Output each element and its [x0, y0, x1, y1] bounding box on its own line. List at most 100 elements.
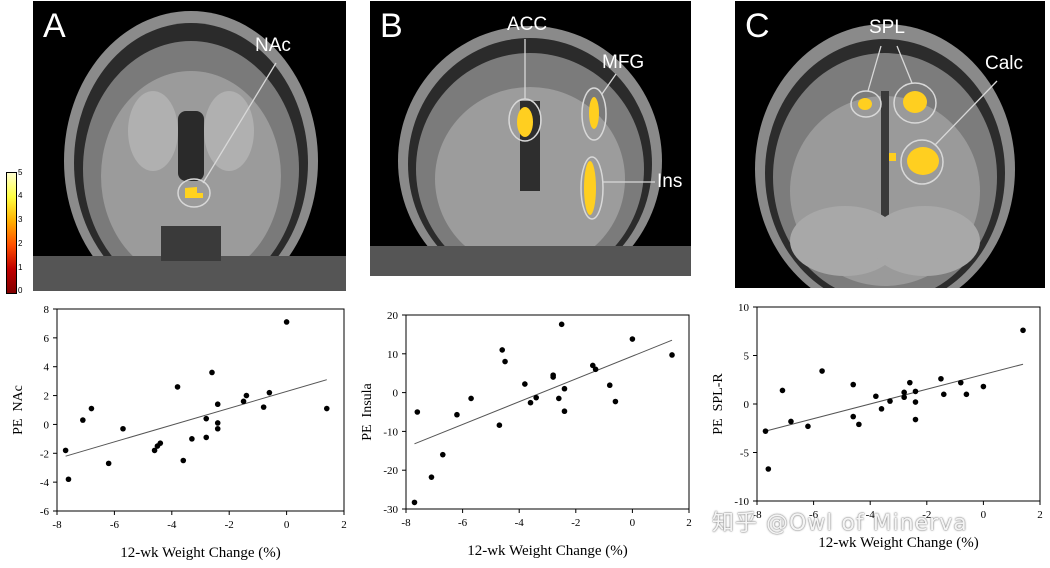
x-tick-label: 0 [981, 509, 987, 521]
data-point [174, 384, 181, 390]
spl-right-pointer-line [896, 45, 913, 84]
mfg-roi-circle [581, 87, 607, 141]
data-point [411, 499, 418, 506]
acc-activation-blob [517, 107, 533, 137]
x-axis-label: 12-wk Weight Change (%) [467, 543, 628, 559]
data-point [283, 319, 290, 325]
spl-left-roi-circle [850, 90, 882, 118]
colorbar-tick-1: 1 [18, 263, 23, 272]
data-point [214, 425, 221, 432]
data-point [496, 422, 503, 428]
x-tick-label: -8 [752, 509, 762, 521]
nac-roi-circle [177, 178, 211, 208]
y-axis-label: PE NAc [11, 385, 26, 435]
data-point [788, 418, 794, 425]
plot-frame [756, 306, 1041, 502]
calc-small-activation-blob [889, 153, 896, 161]
colorbar-tick-2: 2 [18, 239, 23, 248]
x-axis-label: 12-wk Weight Change (%) [818, 535, 979, 551]
y-tick-label: 10 [387, 349, 399, 361]
coronal-brain-slice-b [370, 26, 691, 276]
y-tick-label: -4 [40, 477, 50, 489]
data-point [240, 398, 247, 405]
data-point [65, 476, 72, 483]
data-point [878, 406, 885, 412]
data-point [592, 366, 599, 373]
data-point [105, 460, 112, 467]
x-tick-label: 2 [1037, 509, 1043, 521]
x-tick-label: 0 [630, 517, 636, 529]
y-tick-label: -10 [734, 496, 749, 508]
spl-right-roi-circle [893, 82, 937, 124]
data-point [765, 466, 772, 472]
data-point [428, 474, 435, 480]
calc-roi-circle [900, 139, 944, 185]
y-tick-label: 4 [44, 362, 50, 374]
ins-activation-blob [584, 161, 596, 215]
x-tick-label: 2 [341, 519, 347, 531]
x-tick-label: -8 [401, 517, 411, 529]
x-tick-label: -8 [52, 519, 62, 531]
y-tick-label: 0 [393, 388, 399, 400]
data-point [561, 408, 568, 415]
scatter-plot-insula: -8 -6 -4 -2 0 2 -30 -20 -10 0 10 20 12-wk Weight Cha… [352, 298, 700, 563]
data-point [468, 395, 474, 402]
data-point [957, 379, 964, 386]
data-point [938, 375, 944, 382]
label-ins: Ins [657, 171, 683, 192]
data-point [963, 391, 970, 398]
x-tick-label: -4 [866, 509, 876, 521]
data-point [556, 395, 562, 402]
y-tick-label: -30 [383, 504, 398, 516]
data-point [266, 389, 273, 396]
data-point [561, 385, 568, 392]
data-point [209, 369, 215, 376]
y-tick-label: 20 [387, 310, 399, 322]
activation-colorbar: 5 4 3 2 1 0 [6, 169, 28, 295]
y-tick-label: 0 [744, 399, 750, 411]
data-point [856, 421, 862, 428]
x-tick-label: -6 [458, 517, 468, 529]
x-tick-label: 0 [284, 519, 290, 531]
y-tick-label: 8 [44, 304, 50, 316]
y-tick-label: 5 [744, 351, 750, 363]
x-tick-label: -2 [571, 517, 580, 529]
x-tick-label: -6 [809, 509, 819, 521]
panel-letter-b: B [380, 7, 403, 45]
data-point [850, 413, 857, 420]
regression-line [765, 363, 1024, 432]
x-tick-label: 2 [686, 517, 692, 529]
nac-pointer-line [202, 62, 277, 184]
y-axis-label: PE SPL-R [711, 373, 726, 435]
brain-image-panel-c: C SPL Calc [735, 1, 1045, 288]
data-point [887, 398, 893, 404]
spl-left-pointer-line [867, 45, 882, 92]
data-point [819, 368, 825, 374]
data-point [214, 420, 221, 426]
spl-left-activation-blob [858, 98, 872, 110]
label-nac: NAc [255, 35, 291, 56]
y-axis-label: PE Insula [360, 382, 375, 440]
data-point [180, 457, 187, 464]
coronal-brain-slice-c [755, 24, 1015, 288]
data-point [762, 428, 769, 434]
data-point [912, 399, 919, 405]
data-point [527, 399, 534, 406]
data-point [589, 362, 596, 369]
panel-letter-c: C [745, 7, 770, 45]
coronal-brain-slice-a [33, 11, 346, 291]
colorbar-tick-4: 4 [18, 191, 23, 200]
data-point [157, 440, 164, 446]
data-point [80, 417, 86, 423]
data-point [901, 389, 907, 396]
data-point [203, 434, 210, 441]
data-point [189, 436, 195, 442]
data-point [151, 447, 158, 454]
data-point [606, 382, 613, 389]
data-point [533, 394, 539, 401]
data-point [120, 425, 126, 432]
data-point [499, 347, 506, 353]
ins-roi-circle [580, 156, 604, 220]
